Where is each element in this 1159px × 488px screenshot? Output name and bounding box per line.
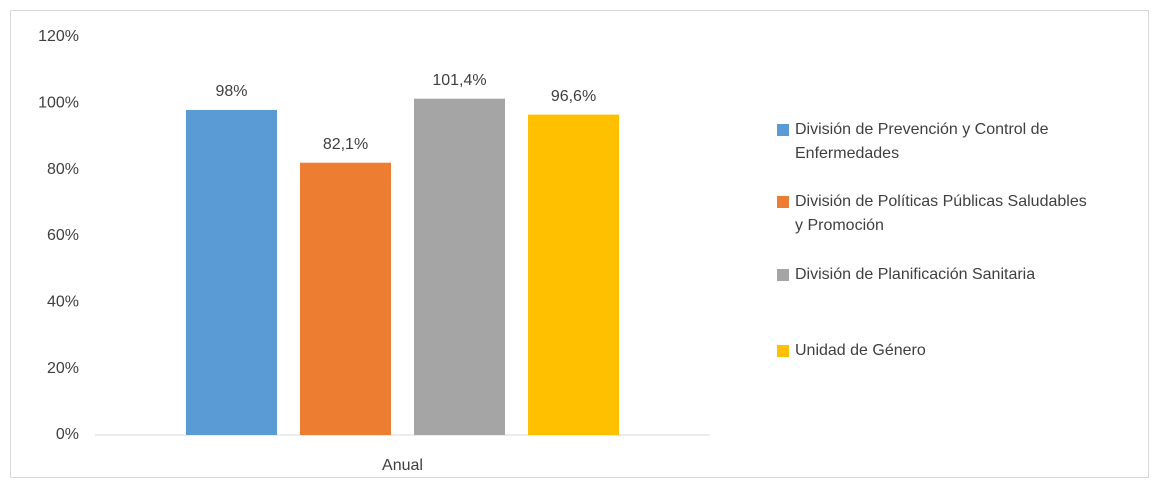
legend-label: División de Prevención y Control de Enfe… (795, 121, 1049, 162)
legend-label: Unidad de Género (795, 342, 926, 359)
legend-swatch (777, 124, 789, 136)
chart-border (10, 10, 1149, 478)
legend-label: División de Planificación Sanitaria (795, 266, 1036, 283)
x-tick-label: Anual (382, 457, 423, 474)
y-tick-label: 100% (38, 95, 79, 112)
data-label: 101,4% (432, 72, 486, 89)
data-label: 96,6% (551, 88, 596, 105)
bar (186, 109, 277, 435)
legend-item: División de Planificación Sanitaria (777, 263, 1137, 287)
legend-swatch (777, 196, 789, 208)
y-tick-label: 120% (38, 28, 79, 45)
y-tick-label: 80% (47, 161, 79, 178)
data-label: 98% (215, 83, 247, 100)
y-tick-label: 20% (47, 360, 79, 377)
data-label: 82,1% (323, 136, 368, 153)
legend-swatch (777, 269, 789, 281)
bar (528, 114, 619, 436)
y-tick-label: 60% (47, 227, 79, 244)
y-tick-label: 0% (56, 426, 79, 443)
legend-label: División de Políticas Públicas Saludable… (795, 193, 1087, 234)
legend-item: División de Prevención y Control de Enfe… (777, 118, 1137, 166)
legend-item: División de Políticas Públicas Saludable… (777, 190, 1137, 238)
y-tick-label: 40% (47, 294, 79, 311)
bar (300, 162, 391, 435)
legend-item: Unidad de Género (777, 339, 1137, 363)
legend-swatch (777, 345, 789, 357)
bar (414, 98, 505, 435)
